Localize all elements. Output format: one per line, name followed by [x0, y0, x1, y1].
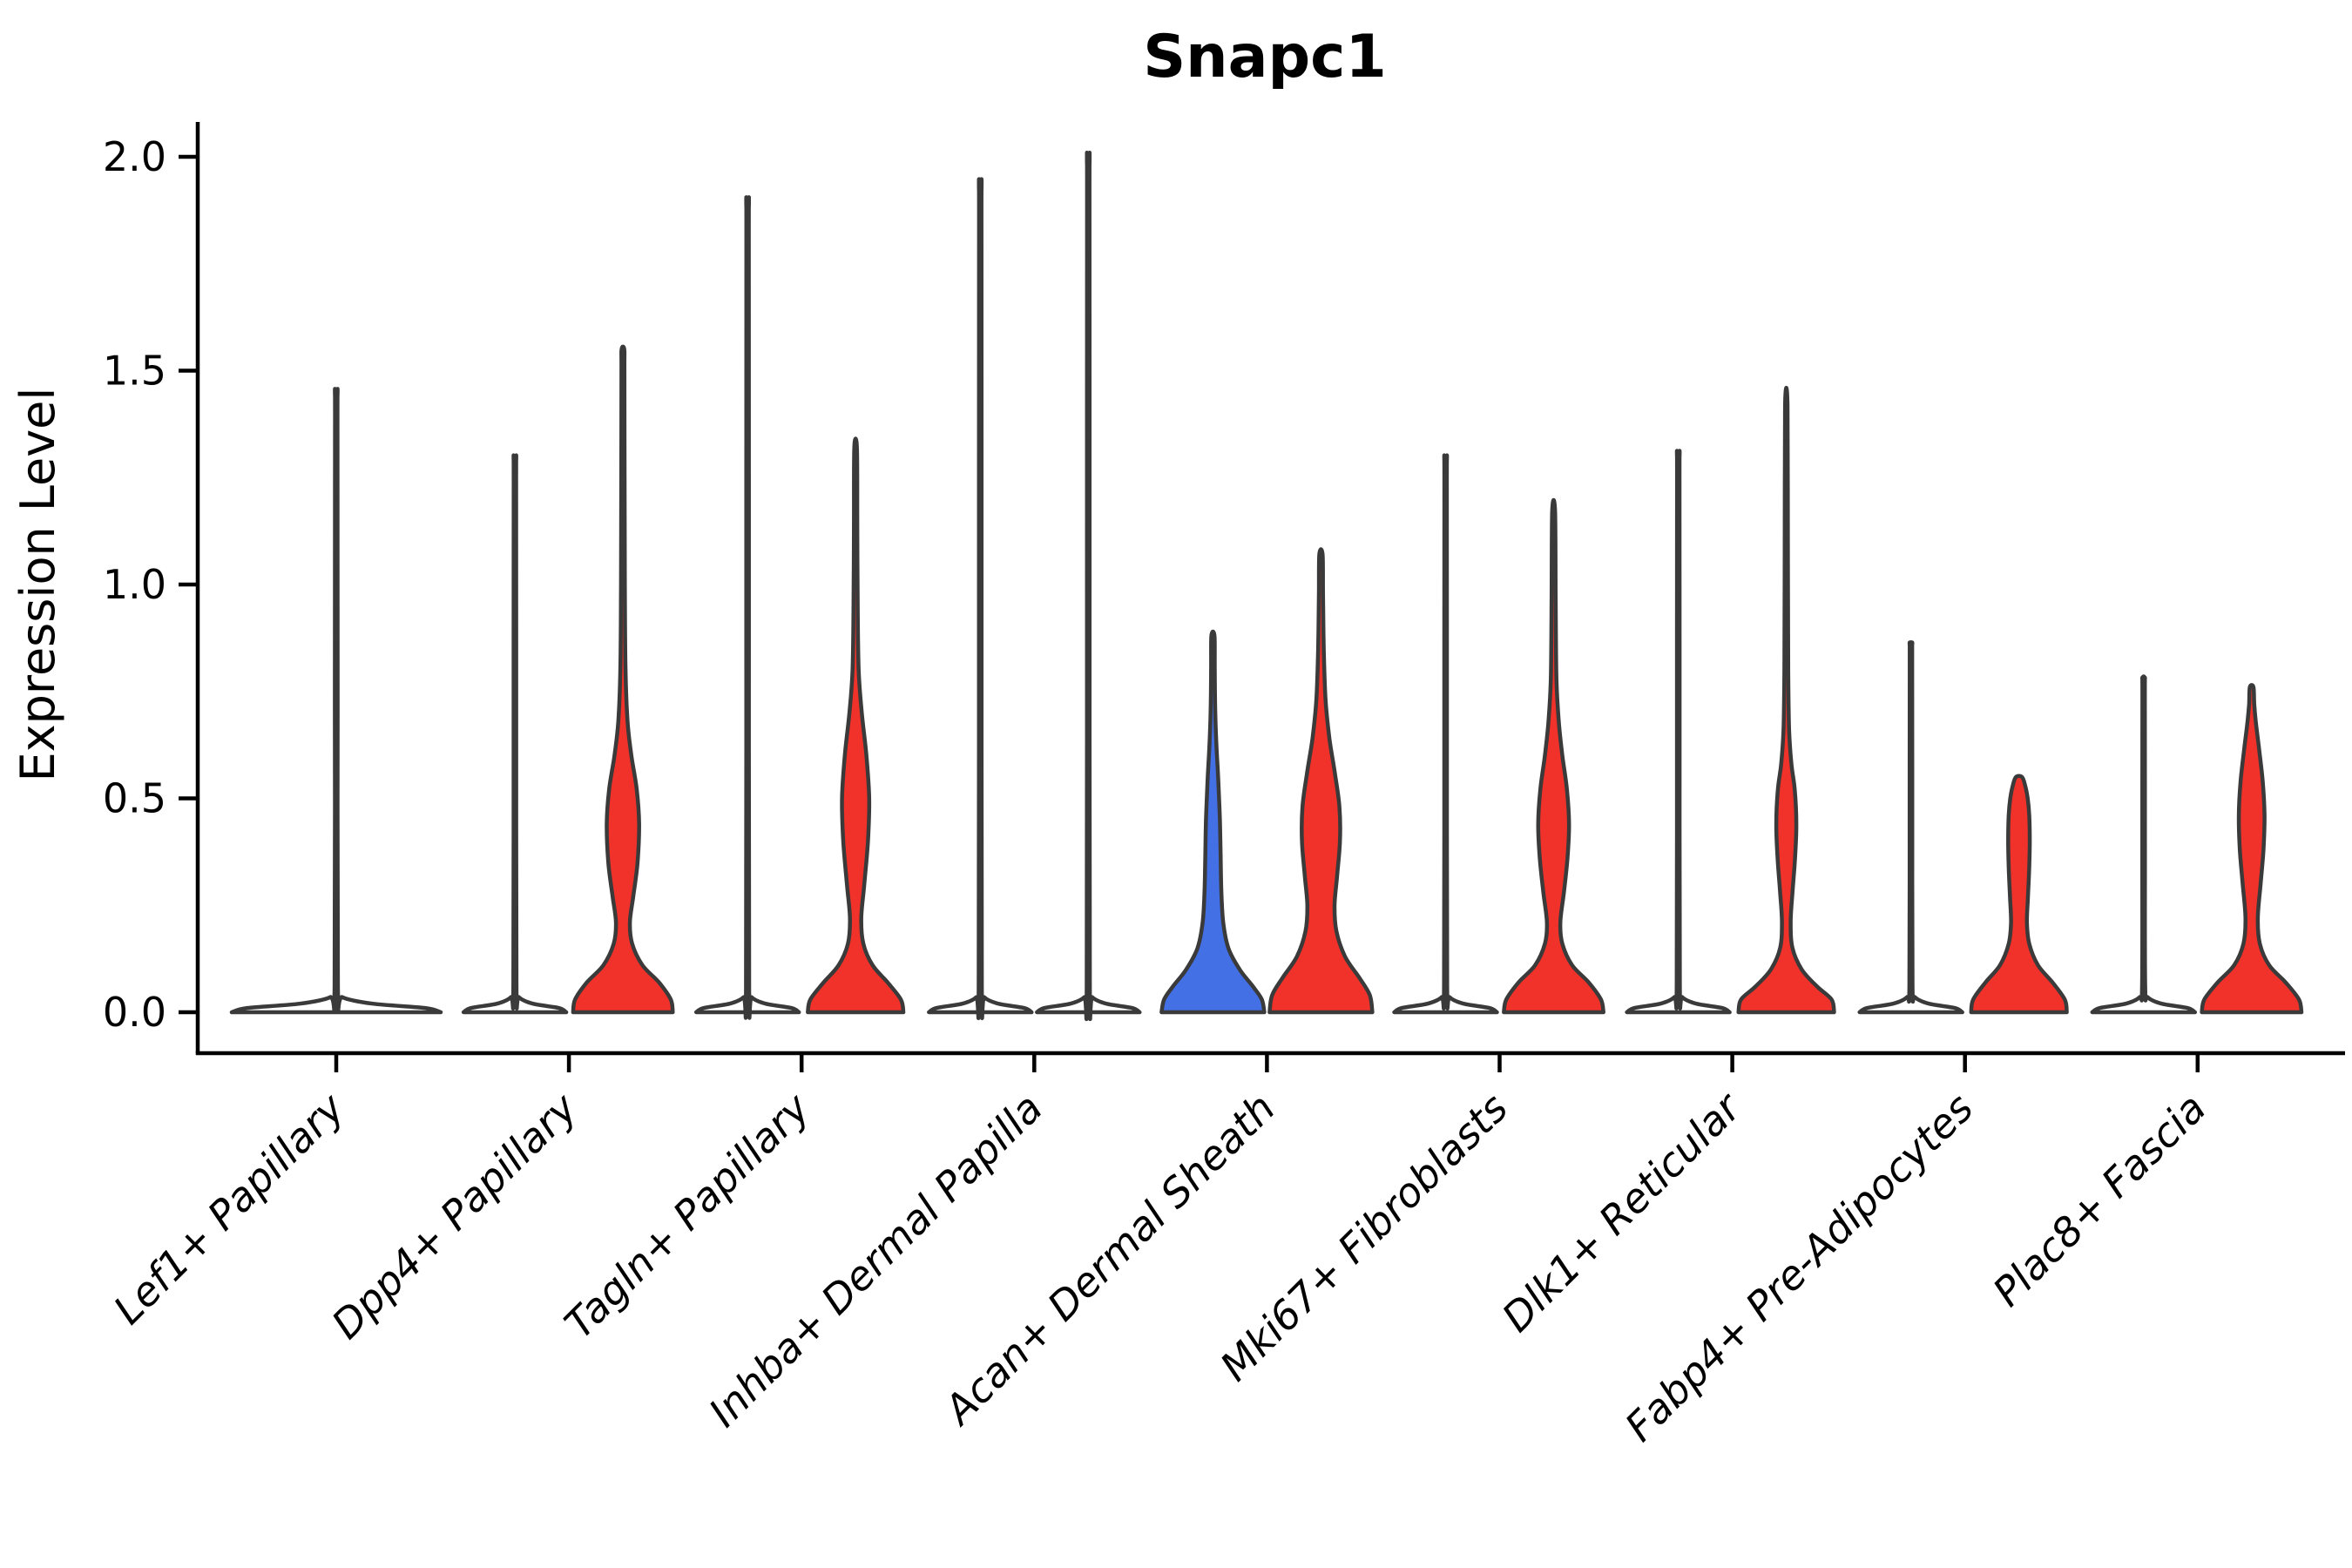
x-tick-label-lef1-papillary: Lef1+ Papillary [105, 1084, 354, 1333]
violin-inhba-dermal-papilla-left [927, 177, 1034, 1020]
violin-mki67-fibroblasts-right [1502, 497, 1605, 1015]
y-axis-label: Expression Level [10, 388, 65, 782]
violin-fabp4-pre-adipocytes-right [1969, 774, 2069, 1015]
violin-tagln-papillary-right [806, 436, 906, 1015]
violin-plac8-fascia-left [2090, 674, 2198, 1015]
violin-fabp4-pre-adipocytes-left [1857, 640, 1964, 1015]
chart-title: Snapc1 [1143, 23, 1387, 91]
y-tick-label: 0.5 [103, 775, 166, 822]
violin-dlk1-reticular-right [1736, 385, 1836, 1015]
violins-layer [229, 150, 2304, 1022]
violin-mki67-fibroblasts-left [1392, 453, 1499, 1015]
y-tick-label: 1.0 [103, 561, 166, 608]
violin-acan-dermal-sheath-right [1267, 547, 1375, 1015]
violin-acan-dermal-sheath-left [1159, 629, 1267, 1015]
violin-tagln-papillary-left [693, 195, 801, 1020]
y-tick-label: 1.5 [103, 348, 166, 395]
x-tick-label-tagln-papillary: Tagln+ Papillary [556, 1084, 820, 1348]
violin-plac8-fascia-right [2200, 683, 2304, 1015]
y-tick-label: 2.0 [103, 133, 166, 180]
violin-lef1-papillary [229, 387, 443, 1015]
y-tick-label: 0.0 [103, 989, 166, 1036]
x-tick-label-dpp4-papillary: Dpp4+ Papillary [322, 1084, 586, 1348]
violin-dpp4-papillary-left [461, 453, 569, 1015]
violin-dpp4-papillary-right [571, 344, 675, 1015]
x-tick-label-plac8-fascia: Plac8+ Fascia [1984, 1085, 2214, 1315]
violin-dlk1-reticular-left [1625, 449, 1732, 1015]
violin-inhba-dermal-papilla-right [1035, 150, 1142, 1022]
x-tick-label-dlk1-reticular: Dlk1+ Reticular [1493, 1082, 1752, 1341]
